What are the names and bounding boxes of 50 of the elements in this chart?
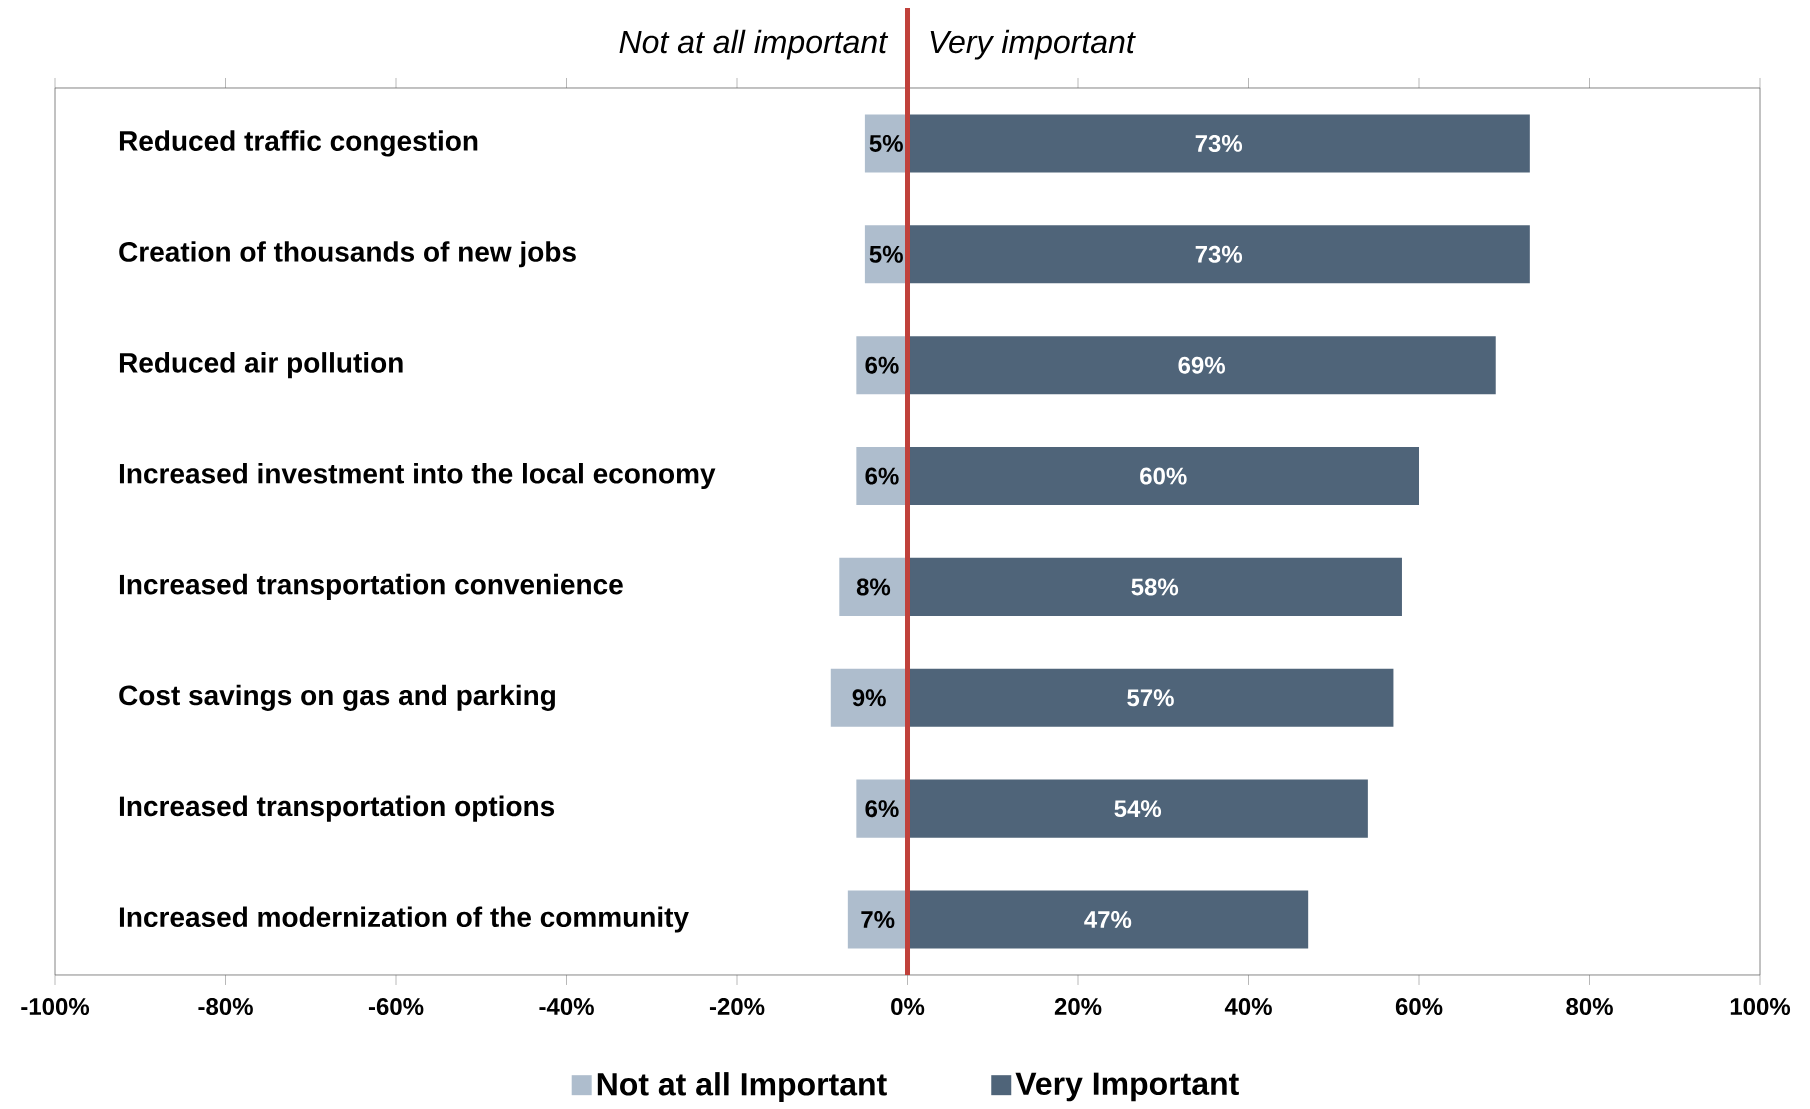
x-tick-label: -100% — [21, 998, 90, 1016]
bar — [907, 114, 1530, 173]
data-label: 7% — [861, 911, 895, 929]
bar — [907, 225, 1530, 284]
y-tick-label: Cost savings on gas and parking — [119, 684, 555, 711]
x-tick-label: 0% — [891, 998, 925, 1016]
text: Very important — [930, 29, 1136, 60]
y-tick-label: Reduced air pollution — [119, 352, 403, 379]
bar — [839, 557, 908, 616]
x-tick-label: -60% — [368, 998, 424, 1016]
bar — [907, 447, 1419, 506]
data-label: 6% — [865, 800, 899, 818]
y-tick-label: Increased modernization of the community — [119, 906, 689, 933]
y-tick-label: Reduced traffic congestion — [119, 130, 478, 157]
data-label: 6% — [865, 467, 899, 485]
bar — [907, 336, 1496, 395]
bar — [907, 890, 1309, 949]
x-tick-label: 80% — [1566, 998, 1613, 1016]
x-tick-label: -40% — [539, 998, 594, 1016]
data-label: 69% — [1178, 356, 1225, 374]
data-label: 60% — [1140, 467, 1187, 485]
data-label: 57% — [1127, 689, 1174, 707]
bar — [830, 668, 908, 727]
y-tick-label: Increased investment into the local economy — [119, 463, 716, 490]
x-tick-label: -80% — [198, 998, 253, 1016]
data-label: 5% — [869, 245, 903, 263]
bar — [847, 890, 908, 949]
data-label: 8% — [856, 578, 891, 596]
x-tick-label: 20% — [1054, 998, 1102, 1016]
data-label: 54% — [1114, 800, 1162, 818]
legend-label: Not at all Important — [597, 1072, 887, 1102]
y-tick-label: Increased transportation options — [119, 795, 555, 822]
data-label: 6% — [865, 356, 899, 374]
text: Not at all important — [619, 29, 889, 60]
legend-label: Very Important — [1015, 1072, 1239, 1102]
x-tick-label: 60% — [1395, 998, 1443, 1016]
y-tick-label: Creation of thousands of new jobs — [119, 241, 576, 268]
data-label: 73% — [1195, 245, 1243, 263]
bar — [907, 668, 1394, 727]
data-label: 47% — [1084, 911, 1132, 929]
data-label: 58% — [1131, 578, 1179, 596]
bar — [907, 557, 1402, 616]
x-tick-label: 40% — [1224, 998, 1272, 1016]
x-tick-label: -20% — [709, 998, 765, 1016]
y-tick-label: Increased transportation convenience — [119, 573, 623, 600]
data-label: 9% — [852, 689, 886, 707]
x-tick-label: 100% — [1730, 998, 1791, 1016]
data-label: 5% — [869, 134, 903, 152]
data-label: 73% — [1195, 134, 1243, 152]
bar — [907, 779, 1368, 838]
